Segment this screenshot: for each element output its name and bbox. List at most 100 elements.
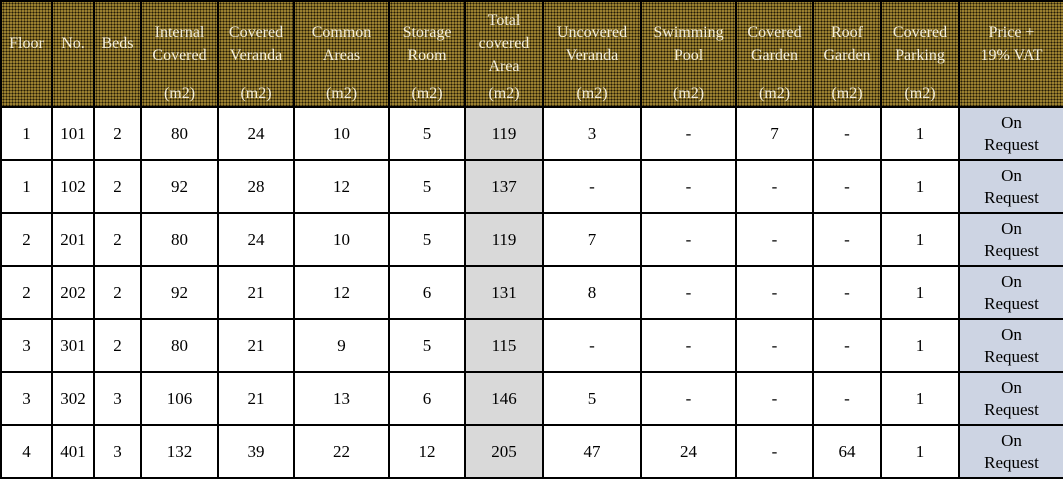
cell-swimming-pool-row-4: - bbox=[640, 265, 737, 320]
header-cell-content: Beds bbox=[96, 3, 139, 105]
cell-covered-garden-row-7: - bbox=[735, 424, 814, 479]
cell-storage-room-row-1: 5 bbox=[388, 106, 466, 161]
cell-uncovered-veranda-row-1: 3 bbox=[542, 106, 642, 161]
header-label: Total covered Area bbox=[478, 12, 530, 75]
cell-floor-row-6: 3 bbox=[0, 371, 53, 426]
cell-no-row-3: 201 bbox=[51, 212, 95, 267]
header-label: Roof Garden bbox=[823, 23, 871, 64]
cell-uncovered-veranda-row-7: 47 bbox=[542, 424, 642, 479]
cell-roof-garden-row-2: - bbox=[812, 159, 882, 214]
cell-floor-row-7: 4 bbox=[0, 424, 53, 479]
cell-swimming-pool-row-6: - bbox=[640, 371, 737, 426]
column-header-uncovered-veranda: Uncovered Veranda (m2) bbox=[542, 0, 642, 108]
cell-covered-parking-row-3: 1 bbox=[880, 212, 960, 267]
price-value: On Request bbox=[984, 218, 1039, 260]
cell-swimming-pool-row-1: - bbox=[640, 106, 737, 161]
cell-storage-room-row-3: 5 bbox=[388, 212, 466, 267]
header-unit: (m2) bbox=[488, 85, 520, 102]
cell-internal-covered-row-1: 80 bbox=[140, 106, 219, 161]
table-row: 3 302 3 106 21 13 6 146 5- - -1 On Request bbox=[0, 371, 1063, 426]
column-header-covered-garden: Covered Garden (m2) bbox=[735, 0, 814, 108]
header-unit bbox=[55, 84, 91, 105]
cell-covered-veranda-row-7: 39 bbox=[217, 424, 295, 479]
cell-beds-row-4: 2 bbox=[93, 265, 142, 320]
cell-price-19-vat-row-3: On Request bbox=[958, 212, 1063, 267]
column-header-beds: Beds bbox=[93, 0, 142, 108]
header-unit: (m2) bbox=[831, 85, 863, 102]
column-header-floor: Floor bbox=[0, 0, 53, 108]
header-cell-content: Price + 19% VAT bbox=[961, 3, 1062, 105]
column-header-swimming-pool: Swimming Pool (m2) bbox=[640, 0, 737, 108]
column-header-no: No. bbox=[51, 0, 95, 108]
cell-price-19-vat-row-2: On Request bbox=[958, 159, 1063, 214]
table-row: 1 101 2 80 24 10 5 119 3-7-1 On Request bbox=[0, 106, 1063, 161]
cell-common-areas-row-2: 12 bbox=[293, 159, 390, 214]
header-unit: (m2) bbox=[576, 85, 608, 102]
cell-uncovered-veranda-row-5: - bbox=[542, 318, 642, 373]
cell-internal-covered-row-7: 132 bbox=[140, 424, 219, 479]
header-cell-content: Swimming Pool (m2) bbox=[643, 3, 734, 105]
cell-total-covered-area-row-4: 131 bbox=[464, 265, 544, 320]
header-cell-content: Roof Garden (m2) bbox=[815, 3, 879, 105]
cell-price-19-vat-row-6: On Request bbox=[958, 371, 1063, 426]
column-header-covered-parking: Covered Parking (m2) bbox=[880, 0, 960, 108]
cell-internal-covered-row-3: 80 bbox=[140, 212, 219, 267]
cell-swimming-pool-row-3: - bbox=[640, 212, 737, 267]
header-label: Covered Veranda bbox=[228, 23, 284, 64]
cell-covered-veranda-row-5: 21 bbox=[217, 318, 295, 373]
cell-covered-garden-row-2: - bbox=[735, 159, 814, 214]
column-header-storage-room: Storage Room (m2) bbox=[388, 0, 466, 108]
cell-internal-covered-row-5: 80 bbox=[140, 318, 219, 373]
header-unit: (m2) bbox=[325, 85, 358, 102]
cell-no-row-5: 301 bbox=[51, 318, 95, 373]
cell-roof-garden-row-3: - bbox=[812, 212, 882, 267]
cell-total-covered-area-row-7: 205 bbox=[464, 424, 544, 479]
header-unit: (m2) bbox=[411, 85, 443, 102]
column-header-internal-covered: Internal Covered (m2) bbox=[140, 0, 219, 108]
cell-price-19-vat-row-4: On Request bbox=[958, 265, 1063, 320]
header-cell-content: Total covered Area (m2) bbox=[467, 3, 541, 105]
header-cell-content: Internal Covered (m2) bbox=[143, 3, 216, 105]
cell-price-19-vat-row-5: On Request bbox=[958, 318, 1063, 373]
header-cell-content: Covered Parking (m2) bbox=[883, 3, 957, 105]
cell-storage-room-row-2: 5 bbox=[388, 159, 466, 214]
header-cell-content: Common Areas (m2) bbox=[296, 3, 387, 105]
cell-covered-veranda-row-2: 28 bbox=[217, 159, 295, 214]
cell-floor-row-1: 1 bbox=[0, 106, 53, 161]
header-unit bbox=[4, 84, 49, 105]
cell-floor-row-4: 2 bbox=[0, 265, 53, 320]
column-header-roof-garden: Roof Garden (m2) bbox=[812, 0, 882, 108]
cell-storage-room-row-4: 6 bbox=[388, 265, 466, 320]
cell-floor-row-3: 2 bbox=[0, 212, 53, 267]
cell-internal-covered-row-2: 92 bbox=[140, 159, 219, 214]
cell-beds-row-6: 3 bbox=[93, 371, 142, 426]
cell-covered-parking-row-7: 1 bbox=[880, 424, 960, 479]
header-label: Covered Parking bbox=[892, 23, 948, 64]
header-label: Uncovered Veranda bbox=[556, 23, 628, 64]
cell-covered-garden-row-6: - bbox=[735, 371, 814, 426]
cell-floor-row-2: 1 bbox=[0, 159, 53, 214]
header-label: Storage Room bbox=[402, 23, 452, 64]
header-label: Common Areas bbox=[311, 23, 372, 64]
cell-beds-row-7: 3 bbox=[93, 424, 142, 479]
cell-swimming-pool-row-2: - bbox=[640, 159, 737, 214]
header-label: Swimming Pool bbox=[653, 23, 724, 64]
column-header-common-areas: Common Areas (m2) bbox=[293, 0, 390, 108]
cell-total-covered-area-row-3: 119 bbox=[464, 212, 544, 267]
cell-covered-parking-row-6: 1 bbox=[880, 371, 960, 426]
cell-uncovered-veranda-row-2: - bbox=[542, 159, 642, 214]
cell-uncovered-veranda-row-3: 7 bbox=[542, 212, 642, 267]
cell-total-covered-area-row-1: 119 bbox=[464, 106, 544, 161]
header-cell-content: Uncovered Veranda (m2) bbox=[545, 3, 639, 105]
cell-no-row-2: 102 bbox=[51, 159, 95, 214]
cell-total-covered-area-row-2: 137 bbox=[464, 159, 544, 214]
cell-beds-row-3: 2 bbox=[93, 212, 142, 267]
cell-storage-room-row-6: 6 bbox=[388, 371, 466, 426]
cell-covered-veranda-row-6: 21 bbox=[217, 371, 295, 426]
price-value: On Request bbox=[984, 324, 1039, 366]
header-label: Floor bbox=[9, 35, 44, 52]
cell-roof-garden-row-4: - bbox=[812, 265, 882, 320]
cell-covered-garden-row-1: 7 bbox=[735, 106, 814, 161]
cell-total-covered-area-row-6: 146 bbox=[464, 371, 544, 426]
